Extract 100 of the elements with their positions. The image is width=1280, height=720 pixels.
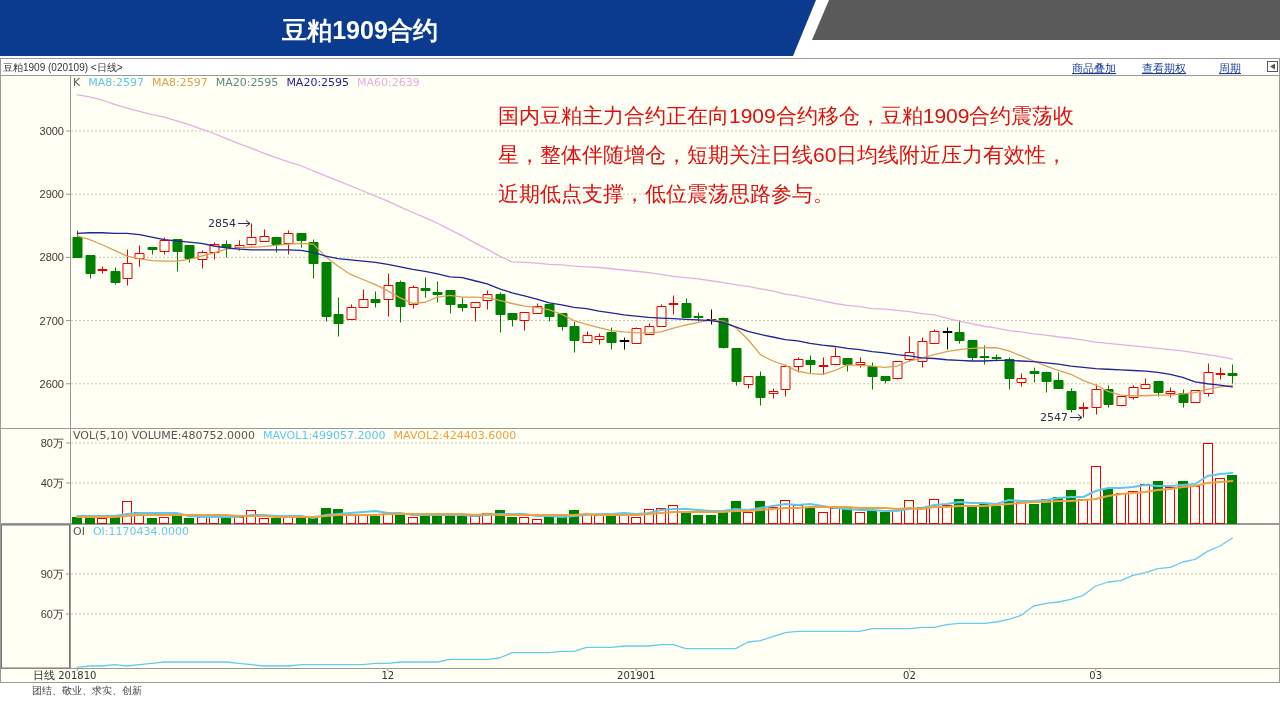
- candlestick: [619, 337, 630, 350]
- bar: [507, 517, 517, 524]
- x-axis-title: 日线: [33, 669, 55, 681]
- candlestick: [892, 361, 903, 380]
- bar: [805, 507, 815, 524]
- line-series: [76, 94, 1234, 360]
- bar: [1029, 504, 1039, 524]
- line-series: [76, 480, 1234, 518]
- bar: [594, 515, 604, 524]
- candlestick: [1091, 384, 1102, 415]
- candlestick: [1078, 402, 1089, 418]
- bar: [445, 515, 455, 524]
- bar: [706, 515, 716, 524]
- bar: [1103, 488, 1113, 524]
- candlestick: [420, 277, 431, 298]
- bar: [693, 515, 703, 524]
- candlestick: [768, 388, 779, 399]
- y-axis-title: K: [73, 76, 81, 89]
- candlestick: [383, 273, 394, 317]
- bar: [1153, 481, 1163, 524]
- y-tick-label: 2600: [39, 377, 64, 390]
- annotation: 国内豆粕主力合约正在向1909合约移仓，豆粕1909合约震荡收星，整体伴随增仓，短期关注日线60日均线附近压力有效性，近期低点支撑，低位震荡思路参与。: [498, 104, 1075, 205]
- candlestick: [780, 364, 791, 397]
- candlestick: [1153, 381, 1164, 397]
- candlestick: [743, 376, 754, 389]
- candlestick: [1004, 357, 1015, 390]
- bar: [1215, 478, 1225, 524]
- candlestick: [97, 266, 108, 274]
- candlestick: [1066, 388, 1077, 413]
- chart-title: 豆粕1909合约: [281, 16, 438, 44]
- candlestick: [880, 376, 891, 384]
- bar: [1128, 491, 1138, 524]
- bar: [855, 512, 865, 524]
- candlestick: [432, 281, 443, 303]
- text: 周期: [1219, 62, 1241, 74]
- bar: [184, 518, 194, 524]
- bar: [743, 512, 753, 524]
- bar: [867, 510, 877, 524]
- bar: [1227, 475, 1237, 524]
- x-tick-label: 12: [381, 670, 395, 681]
- bar: [1190, 486, 1200, 524]
- y-tick-label: 60万: [40, 608, 64, 620]
- annotation: 2547: [1040, 411, 1068, 424]
- candlestick: [1103, 385, 1114, 408]
- legend-label: MA20:2595: [215, 76, 279, 89]
- bar: [395, 514, 405, 524]
- x-tick-label: 02: [903, 670, 916, 681]
- candlestick: [755, 371, 766, 406]
- bar: [1116, 493, 1126, 524]
- y-tick-label: 2700: [39, 314, 64, 327]
- bar: [880, 512, 890, 524]
- bar: [432, 515, 442, 524]
- text: OI:1170434.0000: [92, 525, 189, 538]
- bar: [408, 517, 418, 524]
- candlestick: [72, 230, 83, 258]
- legend-label: MA8:2597: [88, 76, 144, 89]
- y-tick-label: 40万: [40, 477, 64, 489]
- bar: [1140, 484, 1150, 524]
- x-tick-label: 201901: [617, 670, 656, 681]
- candlestick: [631, 327, 642, 344]
- candlestick: [606, 327, 617, 350]
- bar: [681, 513, 691, 524]
- candlestick: [246, 223, 257, 246]
- text: 商品叠加: [1072, 62, 1116, 74]
- candlestick: [519, 312, 530, 331]
- bar: [967, 505, 977, 524]
- bar: [72, 517, 82, 524]
- bar: [457, 515, 467, 524]
- bar: [631, 517, 641, 524]
- bar: [532, 519, 542, 524]
- candlestick: [395, 280, 406, 323]
- bar: [991, 506, 1001, 524]
- line-series: [76, 472, 1234, 519]
- text: 团结、敬业、求实、创新: [32, 685, 142, 696]
- candlestick: [283, 230, 294, 255]
- candlestick: [147, 247, 158, 255]
- bar: [259, 518, 269, 524]
- bar: [830, 508, 840, 524]
- y-axis-title: VOL(5,10) VOLUME:480752.0000: [73, 429, 255, 442]
- candlestick: [805, 355, 816, 374]
- candlestick: [259, 229, 270, 242]
- candlestick: [1016, 373, 1027, 387]
- candlestick: [85, 255, 96, 279]
- bar: [420, 515, 430, 524]
- annotation: 2854: [208, 217, 236, 230]
- bar: [1091, 466, 1101, 524]
- bar: [159, 517, 169, 524]
- candlestick: [942, 327, 953, 350]
- bar: [818, 512, 828, 524]
- candlestick: [731, 348, 742, 386]
- x-tick-label: 201810: [58, 670, 97, 681]
- candlestick: [855, 357, 866, 368]
- bar: [346, 515, 356, 524]
- candlestick: [296, 233, 307, 248]
- bar: [271, 518, 281, 524]
- x-tick-label: 03: [1089, 670, 1103, 681]
- y-tick-label: 90万: [40, 568, 64, 580]
- bar: [1078, 499, 1088, 524]
- candlestick: [470, 302, 481, 322]
- candlestick: [793, 357, 804, 373]
